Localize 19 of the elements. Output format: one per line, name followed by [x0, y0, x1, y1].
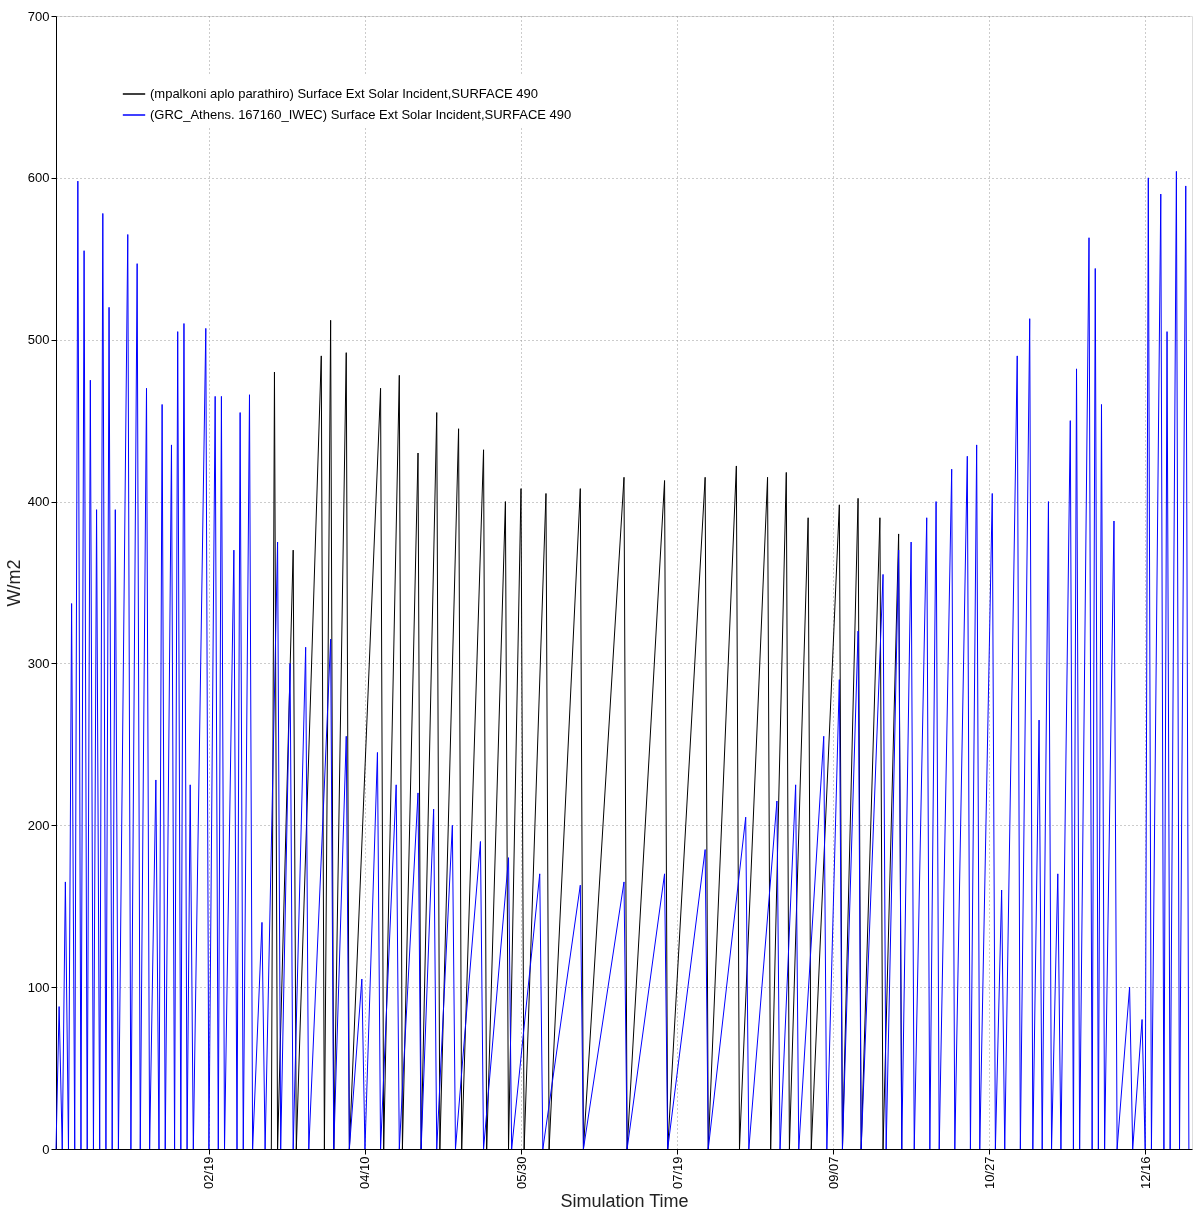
y-tick-label: 100 [27, 979, 50, 995]
x-tick-label: 12/16 [1137, 1156, 1153, 1190]
y-tick-label: 0 [42, 1141, 50, 1157]
y-axis-title: W/m2 [3, 559, 24, 607]
y-tick-label: 600 [27, 170, 50, 186]
x-tick-label: 07/19 [669, 1156, 685, 1190]
y-tick-label: 700 [27, 8, 50, 24]
x-tick-label: 02/19 [201, 1156, 217, 1190]
legend-label: (GRC_Athens. 167160_IWEC) Surface Ext Solar Incident,SURFACE 490 [150, 107, 572, 122]
legend-label: (mpalkoni aplo parathiro) Surface Ext Solar Incident,SURFACE 490 [150, 86, 539, 101]
x-axis-title: Simulation Time [560, 1191, 689, 1212]
y-tick-label: 400 [27, 494, 50, 510]
x-tick-label: 04/10 [357, 1156, 373, 1190]
x-tick-label: 09/07 [825, 1156, 841, 1190]
x-tick-label: 10/27 [981, 1156, 997, 1190]
y-tick-label: 200 [27, 817, 50, 833]
y-tick-label: 300 [27, 655, 50, 671]
y-tick-label: 500 [27, 332, 50, 348]
x-tick-label: 05/30 [513, 1156, 529, 1190]
